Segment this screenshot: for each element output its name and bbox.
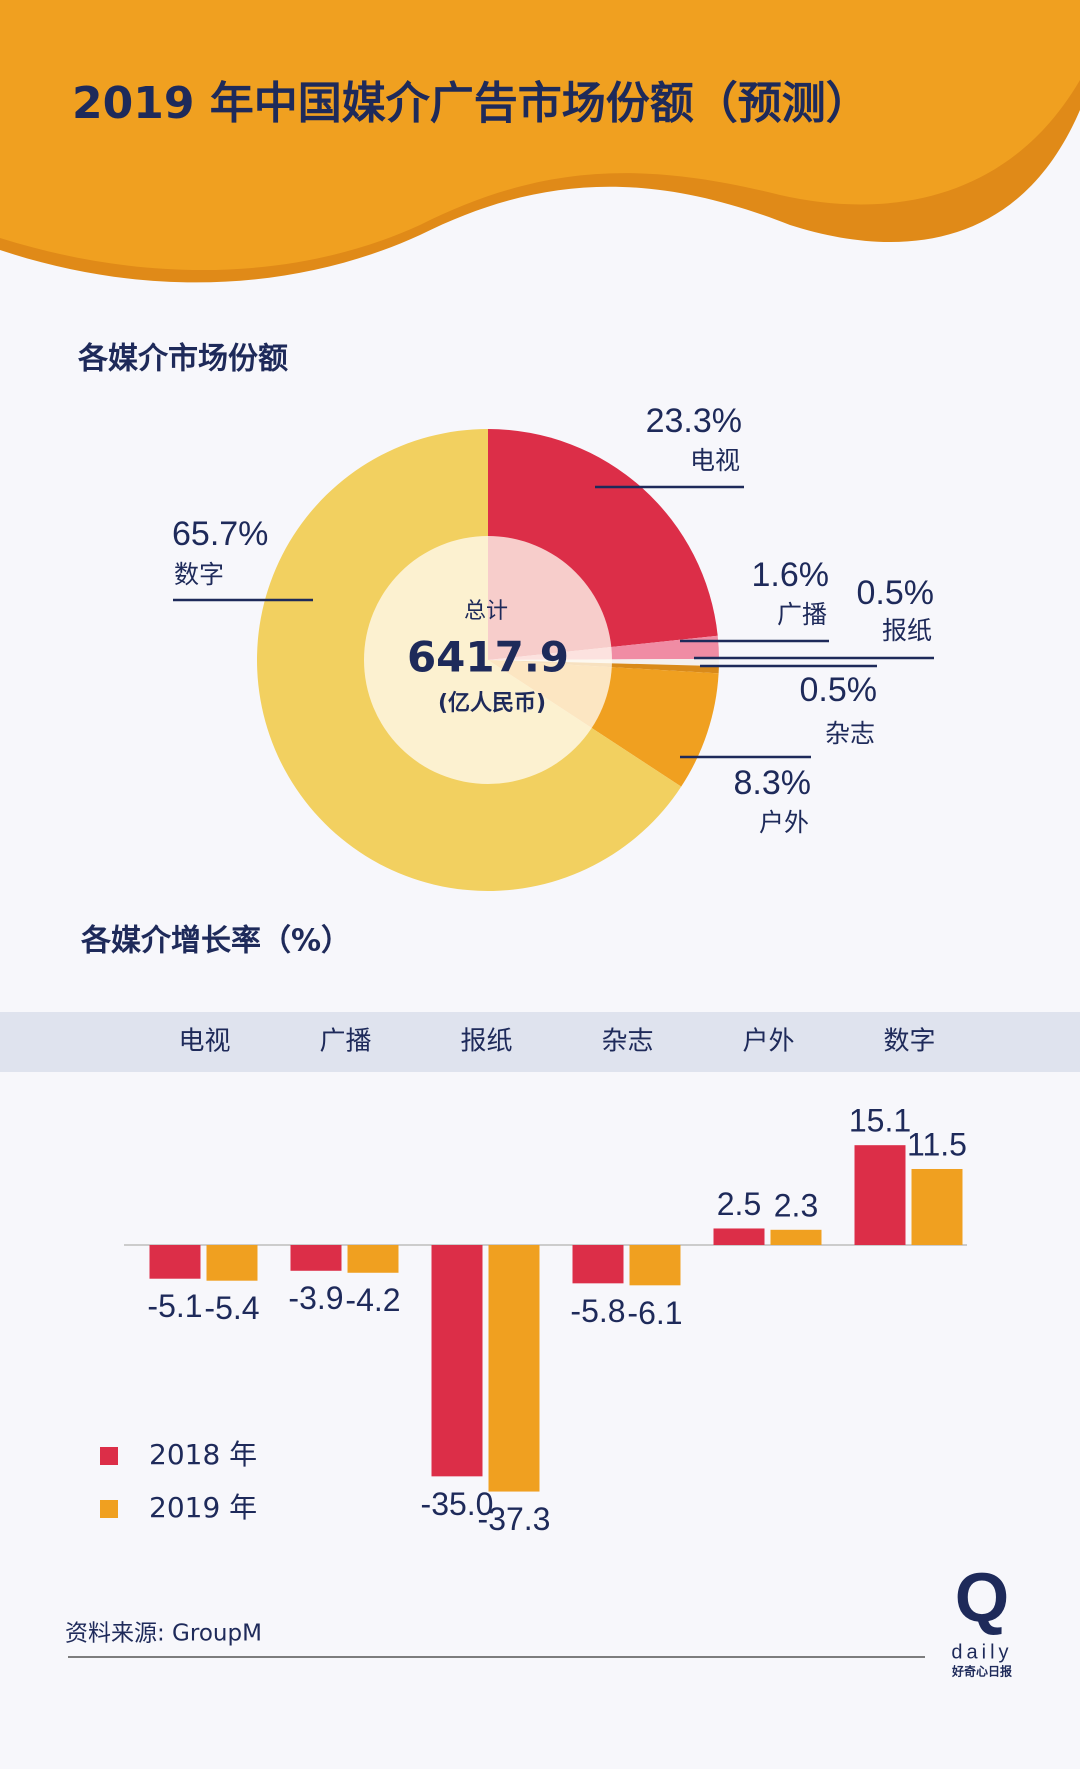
bar-value-label: -5.4 bbox=[204, 1290, 259, 1326]
legend-label: 2018 年 bbox=[149, 1438, 257, 1471]
category-label: 户外 bbox=[742, 1027, 794, 1057]
section-title: 各媒介市场份额 bbox=[77, 342, 288, 377]
bar-value-label: -37.3 bbox=[478, 1501, 551, 1537]
bar-value-label: 11.5 bbox=[907, 1126, 967, 1162]
slice-name: 电视 bbox=[690, 446, 740, 475]
bar-value-label: -3.9 bbox=[288, 1280, 343, 1316]
slice-name: 户外 bbox=[759, 808, 809, 837]
bar bbox=[572, 1245, 624, 1284]
bar bbox=[911, 1168, 963, 1245]
center-unit: (亿人民币) bbox=[438, 691, 546, 716]
slice-name: 数字 bbox=[174, 560, 224, 589]
logo-name: 好奇心日报 bbox=[951, 1664, 1012, 1679]
slice-value-label: 65.7% bbox=[172, 515, 268, 553]
bar bbox=[290, 1245, 342, 1271]
bar-value-label: -4.2 bbox=[345, 1282, 400, 1318]
bar-value-label: -5.8 bbox=[570, 1293, 625, 1329]
category-band bbox=[0, 1012, 1080, 1072]
category-label: 电视 bbox=[178, 1027, 230, 1057]
bar-value-label: 2.5 bbox=[717, 1186, 761, 1222]
category-label: 杂志 bbox=[601, 1027, 653, 1057]
bar bbox=[770, 1229, 822, 1245]
legend-swatch bbox=[100, 1500, 118, 1518]
bar bbox=[629, 1245, 681, 1286]
pie-hole bbox=[364, 536, 612, 784]
page-title: 2019 年中国媒介广告市场份额（预测） bbox=[72, 78, 870, 129]
legend-label: 2019 年 bbox=[149, 1491, 257, 1524]
center-total: 6417.9 bbox=[407, 633, 569, 682]
legend-swatch bbox=[100, 1447, 118, 1465]
slice-value-label: 0.5% bbox=[857, 574, 935, 612]
header bbox=[0, 0, 1080, 271]
slice-name: 报纸 bbox=[882, 616, 932, 645]
source: 资料来源: GroupM bbox=[65, 1621, 262, 1647]
category-label: 报纸 bbox=[460, 1027, 512, 1057]
bar bbox=[713, 1228, 765, 1245]
slice-name: 广播 bbox=[777, 600, 827, 629]
slice-value-label: 1.6% bbox=[752, 556, 830, 594]
bar bbox=[488, 1245, 540, 1492]
bar-value-label: 15.1 bbox=[849, 1103, 911, 1139]
bar-value-label: 2.3 bbox=[774, 1187, 818, 1223]
bar-value-label: -35.0 bbox=[421, 1486, 494, 1522]
section-title: 各媒介增长率（%） bbox=[80, 924, 351, 959]
slice-value-label: 23.3% bbox=[646, 402, 742, 440]
center-label: 总计 bbox=[464, 599, 508, 624]
bar-value-label: -6.1 bbox=[627, 1295, 682, 1331]
slice-value-label: 0.5% bbox=[800, 671, 878, 709]
bar bbox=[149, 1245, 201, 1279]
category-label: 数字 bbox=[883, 1027, 935, 1057]
bar bbox=[206, 1245, 258, 1281]
category-label: 广播 bbox=[319, 1027, 371, 1057]
slice-name: 杂志 bbox=[825, 719, 875, 748]
bar bbox=[854, 1145, 906, 1245]
slice-value-label: 8.3% bbox=[734, 764, 812, 802]
logo-mark: Q bbox=[955, 1558, 1009, 1636]
bar bbox=[347, 1245, 399, 1273]
bar-value-label: -5.1 bbox=[147, 1288, 202, 1324]
logo-word: daily bbox=[951, 1641, 1012, 1663]
bar bbox=[431, 1245, 483, 1477]
